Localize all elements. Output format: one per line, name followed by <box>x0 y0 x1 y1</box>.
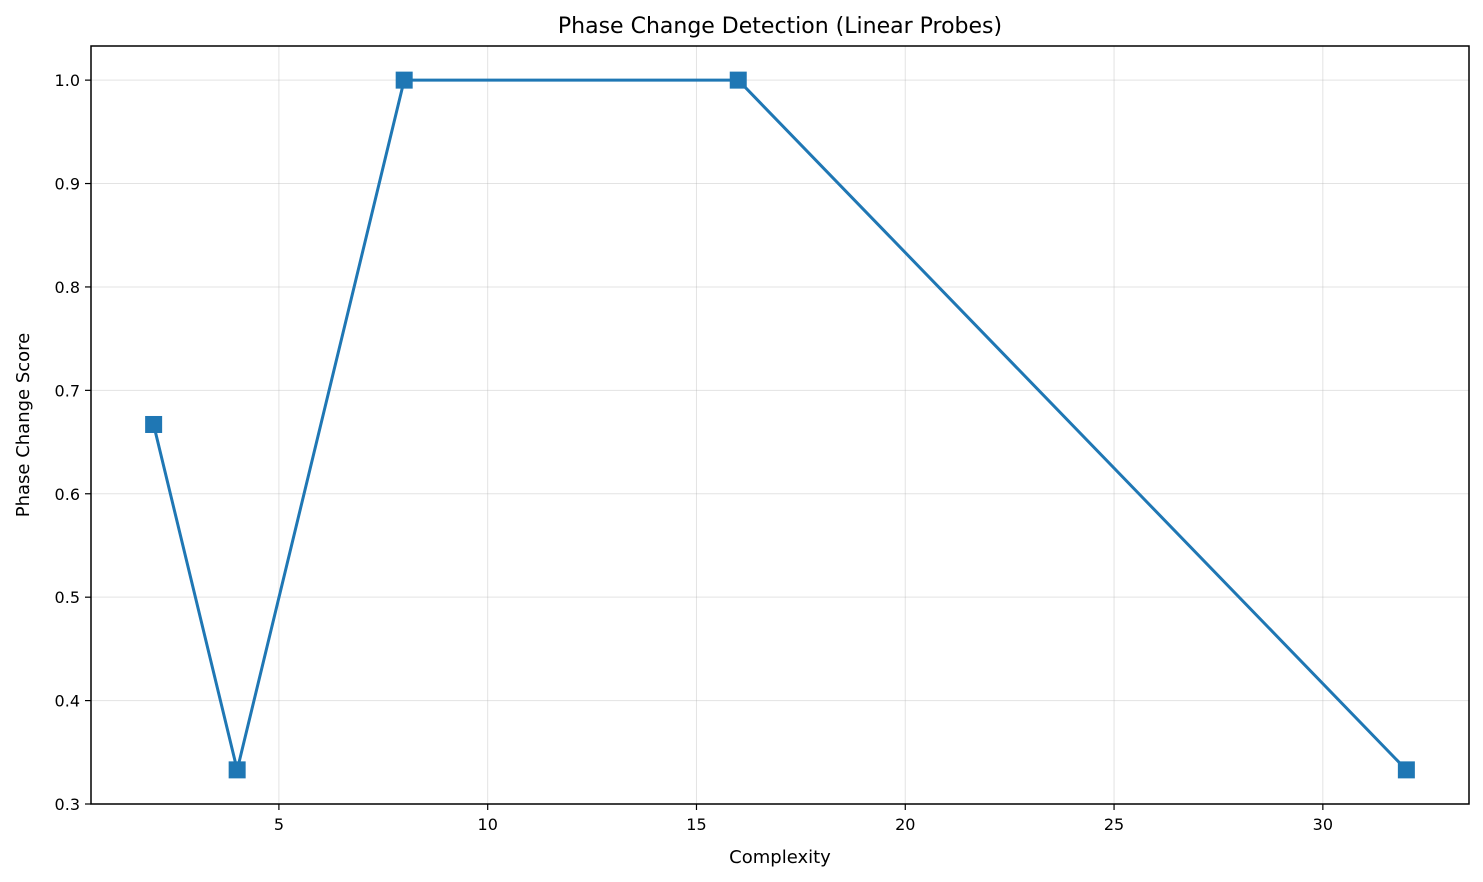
y-tick-label: 0.8 <box>55 278 80 297</box>
x-tick-label: 15 <box>686 815 706 834</box>
x-tick-label: 30 <box>1313 815 1333 834</box>
data-point <box>228 761 246 779</box>
series-layer <box>145 71 1415 779</box>
data-point <box>1397 761 1415 779</box>
grid <box>91 46 1469 805</box>
x-tick-label: 25 <box>1104 815 1124 834</box>
data-point <box>729 71 747 89</box>
x-tick-label: 5 <box>274 815 284 834</box>
y-tick-label: 0.5 <box>55 588 80 607</box>
y-axis: 0.3 0.4 0.5 0.6 0.7 0.8 0.9 1.0 <box>55 71 91 814</box>
chart-title: Phase Change Detection (Linear Probes) <box>558 14 1002 39</box>
plot-frame <box>90 45 1470 805</box>
y-tick-label: 0.6 <box>55 485 80 504</box>
data-point <box>395 71 413 89</box>
x-axis: 5 10 15 20 25 30 <box>274 804 1333 834</box>
y-axis-label: Phase Change Score <box>13 333 34 518</box>
x-tick-label: 10 <box>478 815 498 834</box>
y-tick-label: 0.4 <box>55 692 80 711</box>
y-tick-label: 0.9 <box>55 175 80 194</box>
x-tick-label: 20 <box>895 815 915 834</box>
x-axis-label: Complexity <box>729 847 831 868</box>
y-tick-label: 0.3 <box>55 795 80 814</box>
y-tick-label: 1.0 <box>55 71 80 90</box>
data-point <box>145 415 163 433</box>
y-tick-label: 0.7 <box>55 381 80 400</box>
